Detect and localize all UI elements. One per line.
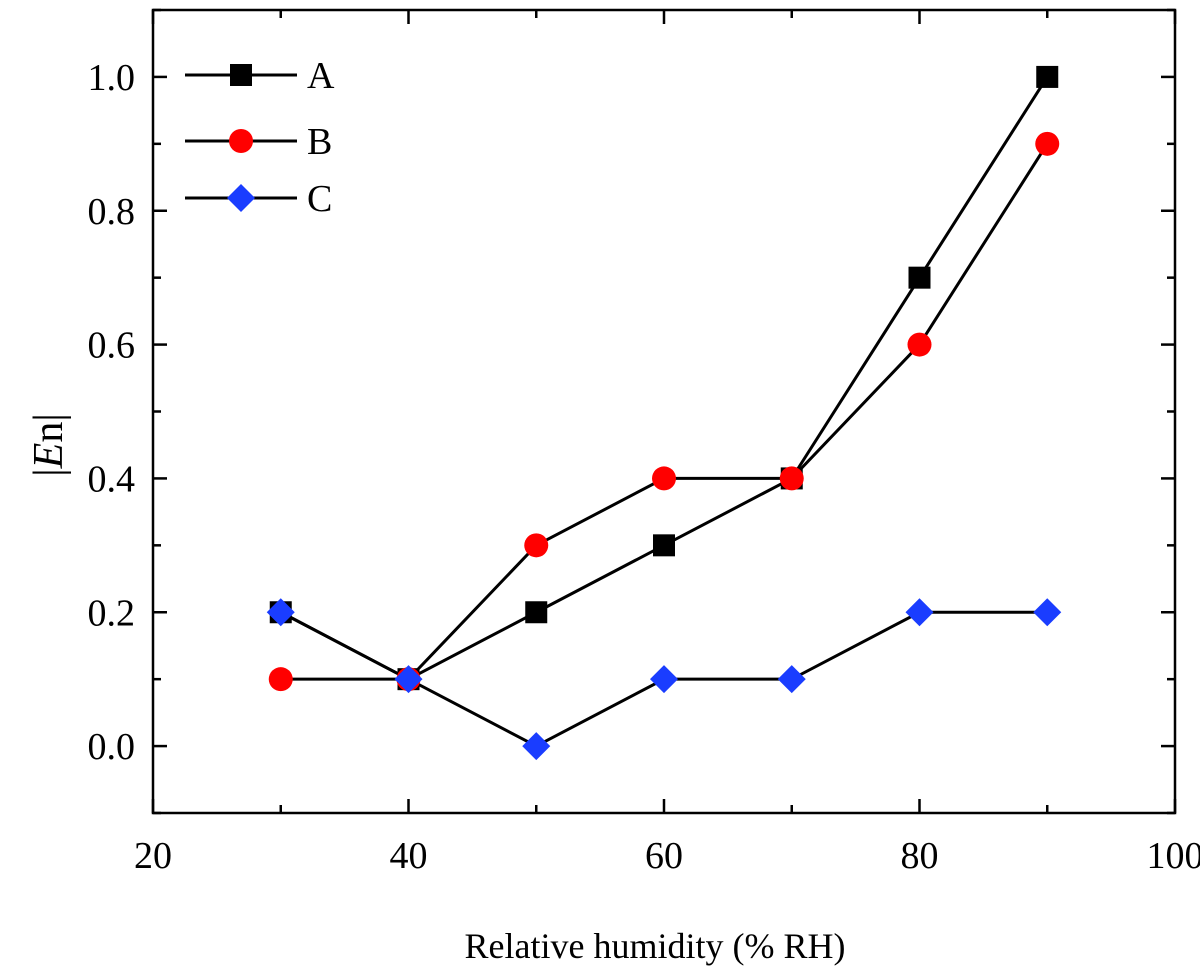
- y-tick-label: 1.0: [88, 57, 136, 99]
- y-axis-title-rest: n: [26, 422, 72, 443]
- series-b-point: [1035, 131, 1060, 156]
- legend: ABC: [185, 55, 335, 220]
- series-b-point: [268, 667, 293, 692]
- legend-label-a: A: [307, 55, 335, 97]
- y-tick-label: 0.4: [88, 458, 136, 500]
- x-axis-title: Relative humidity (% RH): [465, 926, 846, 966]
- y-axis-title: |En|: [26, 413, 72, 477]
- x-tick-label: 20: [134, 835, 172, 877]
- series-a-line: [280, 76, 1049, 681]
- series-c-point: [522, 732, 551, 761]
- svg-text:|En|: |En|: [26, 413, 72, 477]
- y-tick-label: 0.2: [88, 592, 136, 634]
- legend-marker-b: [229, 129, 253, 153]
- series-b-point: [652, 466, 676, 491]
- series-c-point: [650, 665, 678, 694]
- legend-label-c: C: [307, 178, 332, 220]
- legend-marker-a: [230, 64, 252, 86]
- series-b-point: [779, 466, 804, 491]
- y-axis-title-bar-left: |: [26, 468, 72, 476]
- series-b-point: [524, 533, 549, 558]
- series-lines: [280, 76, 1049, 748]
- y-axis-title-bar-right: |: [26, 413, 72, 421]
- series-markers: [266, 65, 1062, 761]
- legend-marker-c: [227, 184, 255, 212]
- y-tick-label: 0.8: [88, 191, 136, 233]
- series-c-point: [905, 598, 934, 627]
- x-tick-label: 100: [1147, 835, 1200, 877]
- series-a-point: [525, 601, 548, 624]
- y-tick-label: 0.0: [88, 726, 136, 768]
- series-c-point: [394, 665, 423, 694]
- series-a-point: [653, 534, 675, 557]
- legend-label-b: B: [307, 121, 332, 163]
- series-a-point: [1036, 65, 1059, 88]
- series-c-point: [777, 665, 806, 694]
- series-b-point: [907, 332, 932, 357]
- series-a-point: [908, 266, 931, 289]
- series-c-point: [1033, 598, 1062, 627]
- x-tick-label: 80: [901, 835, 939, 877]
- series-layer: [266, 65, 1062, 761]
- y-tick-label: 0.6: [88, 325, 136, 367]
- ticks: 20 40 60 80 100 0.0 0.2 0.4 0.6 0.8 1.0: [88, 8, 1200, 877]
- series-b-line: [280, 143, 1049, 681]
- series-c-point: [266, 598, 295, 627]
- x-tick-label: 40: [390, 835, 428, 877]
- x-tick-label: 60: [645, 835, 683, 877]
- y-axis-title-italic: E: [26, 443, 72, 470]
